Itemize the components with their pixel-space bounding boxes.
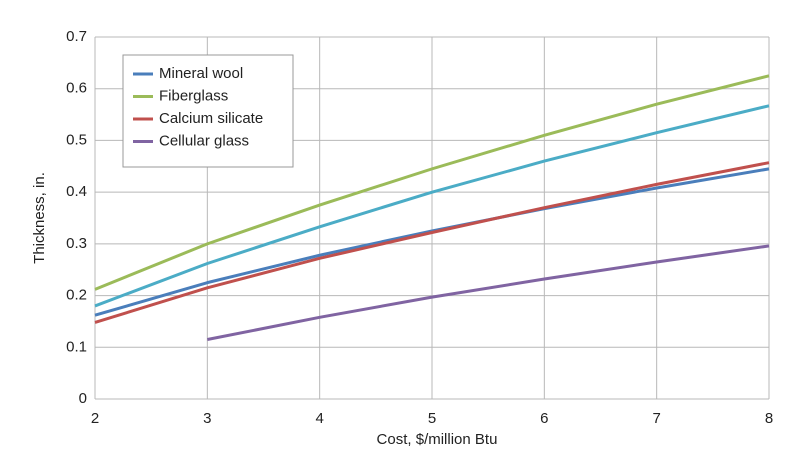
series-line [94,161,770,324]
x-tick-label: 5 [428,410,436,427]
legend-label: Cellular glass [159,132,249,149]
y-axis-title: Thickness, in. [31,172,48,264]
x-tick-label: 6 [540,410,548,427]
x-tick-label: 7 [652,410,660,427]
series-line [94,74,770,291]
x-tick-label: 4 [315,410,323,427]
y-tick-label: 0.5 [66,131,87,148]
x-tick-label: 8 [765,410,773,427]
series-line [207,244,770,342]
legend-label: Fiberglass [159,87,228,104]
legend-label: Calcium silicate [159,110,263,127]
y-tick-label: 0.7 [66,28,87,45]
legend-box [122,54,294,168]
y-tick-label: 0.3 [66,235,87,252]
legend-label: Mineral wool [159,65,243,82]
series-line [94,104,770,308]
y-tick-label: 0 [79,390,87,407]
x-axis-title: Cost, $/million Btu [377,431,498,448]
y-tick-label: 0.2 [66,287,87,304]
y-tick-label: 0.4 [66,183,87,200]
y-tick-label: 0.6 [66,80,87,97]
x-tick-label: 3 [203,410,211,427]
x-tick-label: 2 [91,410,99,427]
series-line [94,167,770,317]
y-tick-label: 0.1 [66,338,87,355]
